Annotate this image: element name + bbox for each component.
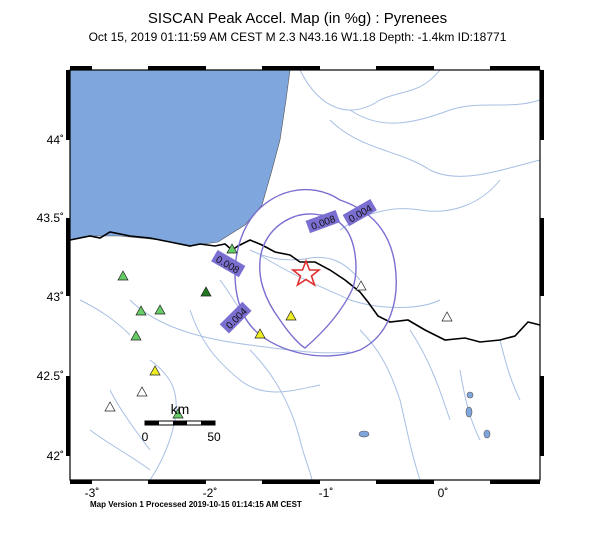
- station-triangle: [136, 386, 148, 397]
- lake: [466, 391, 474, 399]
- epicenter-star-icon: [290, 258, 322, 287]
- station-triangle: [441, 311, 453, 322]
- lake: [465, 406, 473, 418]
- contour-0.008: [259, 213, 357, 349]
- lon-tick-minus1: -1˚: [318, 486, 334, 500]
- station-triangle: [135, 305, 147, 316]
- lat-tick-43.5: 43.5˚: [36, 211, 64, 225]
- station-triangle: [154, 304, 166, 315]
- station-triangle: [200, 286, 212, 297]
- station-triangle: [104, 401, 116, 412]
- lon-tick-minus3: -3˚: [84, 486, 100, 500]
- lat-tick-42: 42˚: [46, 449, 64, 463]
- contour-0.004: [234, 188, 397, 357]
- station-triangle: [254, 328, 266, 339]
- lon-tick-0: 0˚: [437, 486, 449, 500]
- map-title: SISCAN Peak Accel. Map (in %g) : Pyrenee…: [147, 10, 448, 27]
- scale-bar: km 0 50: [142, 401, 221, 444]
- lat-tick-42.5: 42.5˚: [36, 369, 64, 383]
- frame-ticks: [66, 66, 544, 484]
- scale-unit: km: [171, 401, 190, 417]
- station-triangle: [226, 243, 238, 254]
- station-triangle: [172, 408, 184, 419]
- lat-tick-43: 43˚: [46, 290, 64, 304]
- lat-tick-44: 44˚: [46, 133, 64, 147]
- station-triangle: [149, 365, 161, 376]
- station-triangle: [285, 310, 297, 321]
- border-line: [69, 231, 541, 343]
- station-triangle: [355, 280, 367, 291]
- station-triangle: [117, 270, 129, 281]
- lon-tick-minus2: -2˚: [202, 486, 218, 500]
- lake: [483, 429, 491, 439]
- scale-max: 50: [207, 430, 221, 444]
- event-info: Oct 15, 2019 01:11:59 AM CEST M 2.3 N43.…: [88, 30, 507, 44]
- lake: [358, 430, 370, 438]
- bay-of-biscay: [69, 69, 291, 247]
- processed-footer: Map Version 1 Processed 2019-10-15 01:14…: [90, 500, 302, 509]
- station-triangle: [130, 330, 142, 341]
- stations: [104, 243, 453, 419]
- scale-min: 0: [142, 430, 149, 444]
